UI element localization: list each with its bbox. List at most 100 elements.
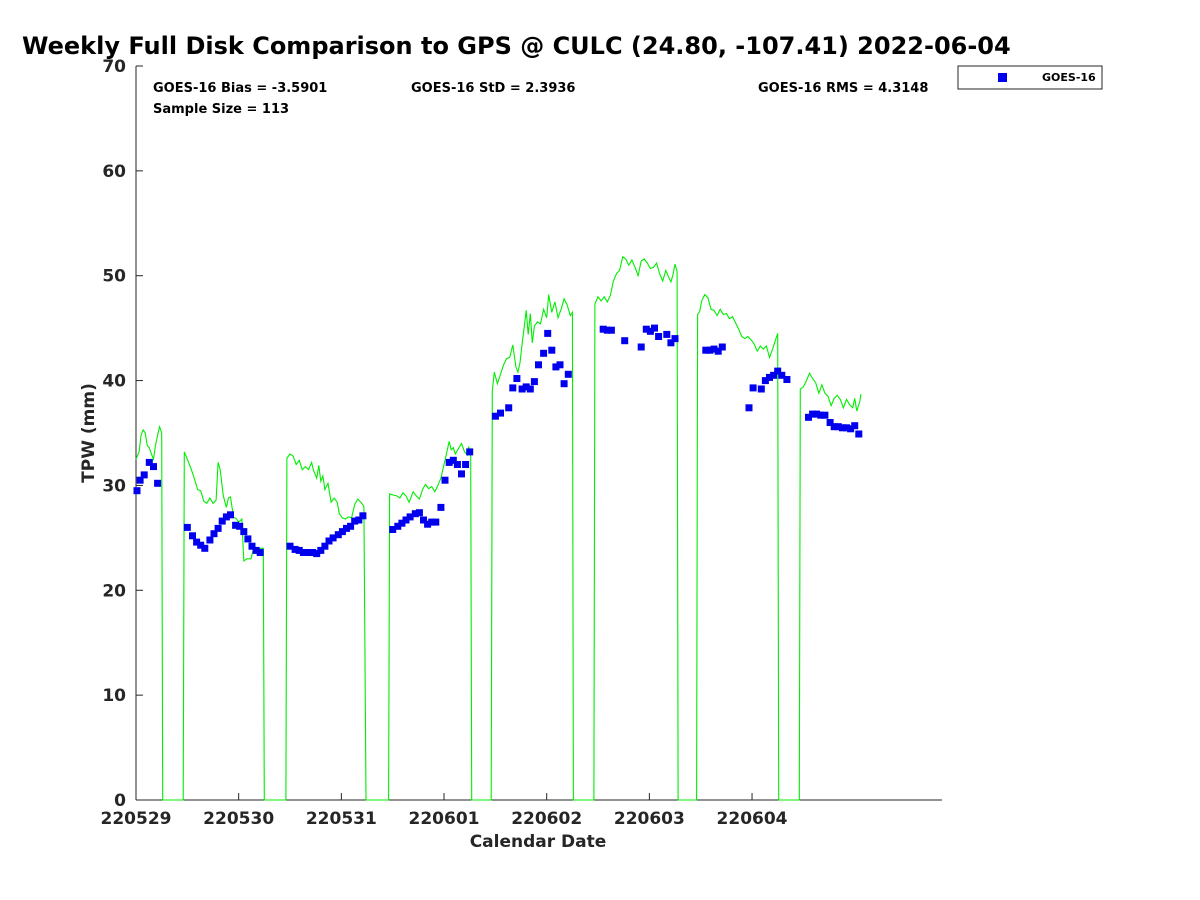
goes-16-point — [453, 461, 461, 468]
goes-16-point — [236, 522, 244, 530]
goes-16-point — [193, 538, 201, 546]
goes-16-point — [556, 361, 564, 369]
goes-16-point — [821, 411, 829, 419]
goes-16-point — [843, 424, 850, 432]
goes-16-point — [338, 528, 346, 536]
goes-16-point — [710, 345, 718, 353]
goes-16-point — [830, 423, 838, 431]
goes-16-point — [317, 546, 325, 554]
goes-16-point — [544, 329, 552, 337]
goes-16-point — [210, 530, 218, 538]
goes-16-point — [197, 541, 205, 549]
goes-16-point — [415, 509, 423, 517]
goes-16-point — [826, 419, 834, 426]
x-tick-label: 220531 — [306, 809, 377, 829]
legend: GOES-16 — [957, 65, 1103, 90]
goes-16-point — [761, 377, 769, 385]
goes-16-point — [458, 470, 465, 478]
goes-16-point — [513, 375, 521, 382]
goes-16-point — [304, 549, 311, 556]
goes-16-point — [248, 542, 256, 550]
goes-16-point — [778, 371, 786, 379]
goes-16-point — [548, 346, 556, 354]
goes-16-point — [851, 422, 859, 430]
goes-16-point — [855, 430, 863, 438]
goes-16-point — [218, 517, 226, 525]
goes-16-point — [655, 333, 663, 340]
goes-16-point — [805, 413, 812, 421]
goes-16-point — [227, 511, 234, 519]
goes-16-point — [497, 409, 504, 417]
x-tick-label: 220530 — [203, 809, 274, 829]
goes-16-point — [552, 363, 560, 371]
goes-16-point — [313, 550, 321, 558]
goes-16-point — [441, 476, 449, 484]
stat-bias: GOES-16 Bias = -3.5901 — [153, 81, 327, 96]
x-tick-label: 220601 — [409, 809, 480, 829]
goes-16-point — [530, 378, 538, 386]
goes-16-point — [560, 380, 568, 388]
goes-16-point — [411, 510, 419, 518]
goes-16-point — [445, 458, 453, 466]
x-tick-label: 220529 — [101, 809, 172, 829]
x-tick-label: 220603 — [614, 809, 685, 829]
goes-16-point — [136, 476, 144, 484]
goes-16-point — [295, 546, 303, 554]
goes-16-point — [420, 516, 427, 524]
goes-16-point — [838, 424, 846, 432]
goes-16-point — [256, 549, 264, 556]
goes-16-point — [428, 518, 436, 526]
goes-16-point — [667, 339, 675, 347]
goes-16-point — [214, 524, 222, 532]
legend-marker-goes-16 — [998, 73, 1007, 82]
goes-16-point — [449, 456, 457, 464]
y-axis-ticks: 0 10 20 30 40 50 60 70 — [102, 57, 143, 811]
goes-16-point — [329, 534, 337, 542]
y-axis-label: TPW (mm) — [79, 383, 99, 483]
goes-16-point — [522, 383, 530, 391]
goes-16-point — [359, 512, 367, 520]
x-axis-label: Calendar Date — [470, 832, 607, 852]
legend-label-goes-16: GOES-16 — [1042, 71, 1096, 84]
y-tick-label: 20 — [102, 581, 126, 601]
goes-16-point — [351, 517, 359, 525]
goes-16-point — [343, 524, 350, 532]
plot-area — [133, 66, 942, 801]
goes-16-point — [201, 544, 209, 552]
goes-16-point — [817, 411, 825, 419]
goes-16-point — [671, 335, 679, 343]
goes-16-point — [603, 326, 611, 334]
goes-16-point — [651, 324, 658, 332]
gps-reference-line — [135, 255, 862, 801]
gps-line-layer — [135, 255, 862, 801]
goes-16-point — [394, 522, 402, 530]
goes-16-point — [809, 410, 817, 418]
x-axis-ticks: 220529 220530 220531 220601 220602 220603 2206… — [101, 793, 788, 829]
goes-16-point — [244, 535, 252, 543]
goes-16-point — [252, 546, 260, 554]
goes-16-point — [745, 404, 753, 412]
stat-rms: GOES-16 RMS = 4.3148 — [758, 81, 928, 96]
goes-16-point — [424, 520, 432, 528]
goes-16-point — [347, 522, 355, 530]
plot-frame — [136, 66, 942, 800]
goes-16-point — [663, 330, 671, 338]
goes-16-point — [847, 425, 855, 433]
goes-16-point — [766, 373, 773, 381]
goes-16-point — [150, 463, 157, 471]
goes-16-point — [505, 404, 513, 412]
goes-16-point — [291, 545, 299, 553]
goes-16-point — [402, 516, 410, 524]
goes-16-point — [607, 326, 615, 334]
y-tick-label: 40 — [102, 372, 126, 392]
goes-16-point — [462, 461, 470, 468]
goes-16-point — [206, 536, 214, 544]
y-tick-label: 10 — [102, 686, 126, 706]
goes-16-point — [398, 519, 406, 527]
stat-std: GOES-16 StD = 2.3936 — [411, 81, 575, 96]
goes-16-point — [706, 346, 714, 354]
goes-16-point — [232, 521, 240, 529]
y-tick-label: 70 — [102, 57, 126, 77]
goes-16-point — [646, 327, 654, 335]
